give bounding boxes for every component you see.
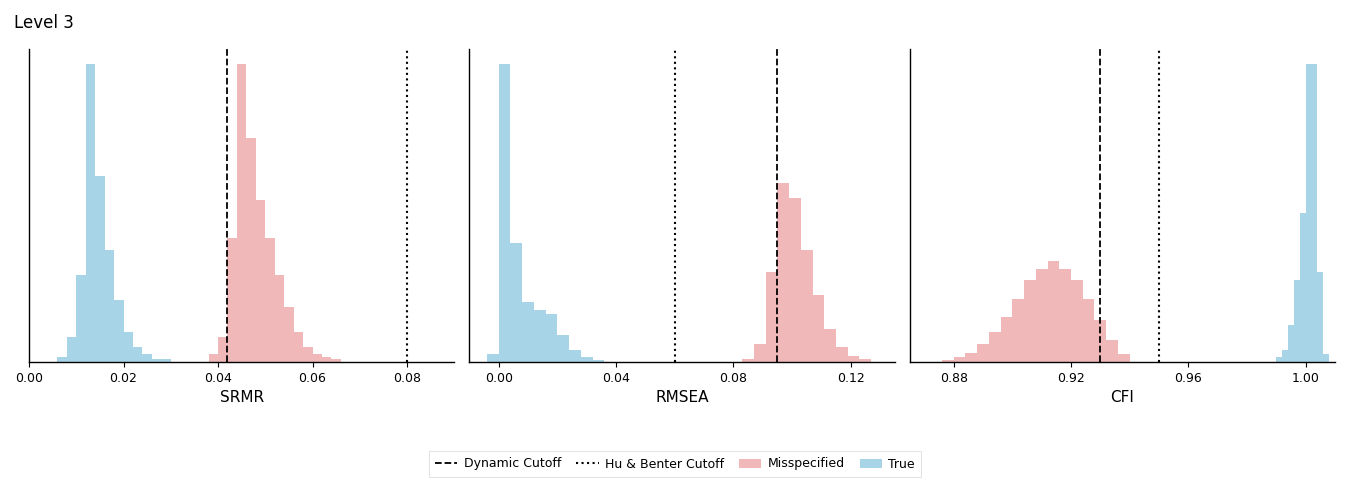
- Bar: [860, 359, 871, 362]
- Bar: [1288, 325, 1300, 362]
- Bar: [1305, 64, 1318, 362]
- Bar: [848, 356, 860, 362]
- Bar: [132, 347, 142, 362]
- Bar: [85, 64, 94, 362]
- Bar: [247, 138, 256, 362]
- Bar: [1025, 280, 1035, 362]
- Bar: [313, 355, 323, 362]
- Bar: [1071, 280, 1083, 362]
- Bar: [1300, 213, 1312, 362]
- Bar: [498, 64, 510, 362]
- Bar: [1012, 299, 1025, 362]
- Bar: [1095, 320, 1106, 362]
- Bar: [238, 64, 247, 362]
- Bar: [76, 275, 85, 362]
- Bar: [570, 350, 580, 362]
- Bar: [1035, 270, 1048, 362]
- Bar: [801, 250, 813, 362]
- Bar: [285, 307, 294, 362]
- Bar: [778, 183, 788, 362]
- X-axis label: CFI: CFI: [1111, 390, 1134, 405]
- Bar: [332, 359, 342, 362]
- Bar: [1318, 355, 1330, 362]
- Bar: [304, 347, 313, 362]
- Bar: [1083, 299, 1095, 362]
- Bar: [942, 360, 953, 362]
- Legend: Dynamic Cutoff, Hu & Benter Cutoff, Misspecified, True: Dynamic Cutoff, Hu & Benter Cutoff, Miss…: [429, 451, 921, 477]
- Bar: [510, 242, 522, 362]
- Bar: [66, 337, 76, 362]
- Bar: [123, 332, 132, 362]
- Bar: [558, 335, 570, 362]
- Bar: [765, 272, 778, 362]
- Bar: [275, 275, 285, 362]
- Bar: [228, 238, 238, 362]
- X-axis label: RMSEA: RMSEA: [655, 390, 709, 405]
- Bar: [545, 314, 558, 362]
- Bar: [151, 359, 162, 362]
- Bar: [1048, 260, 1060, 362]
- Bar: [1060, 270, 1071, 362]
- Bar: [788, 198, 801, 362]
- Bar: [1282, 350, 1293, 362]
- Bar: [219, 337, 228, 362]
- X-axis label: SRMR: SRMR: [220, 390, 263, 405]
- Bar: [825, 329, 836, 362]
- Bar: [1106, 340, 1118, 362]
- Bar: [580, 357, 593, 362]
- Bar: [57, 357, 66, 362]
- Bar: [142, 355, 151, 362]
- Bar: [323, 357, 332, 362]
- Bar: [953, 357, 965, 362]
- Bar: [256, 200, 266, 362]
- Bar: [1293, 280, 1305, 362]
- Bar: [988, 332, 1000, 362]
- Bar: [266, 238, 275, 362]
- Text: Level 3: Level 3: [14, 14, 73, 32]
- Bar: [836, 347, 848, 362]
- Bar: [813, 295, 825, 362]
- Bar: [294, 332, 304, 362]
- Bar: [593, 360, 605, 362]
- Bar: [533, 310, 545, 362]
- Bar: [522, 302, 533, 362]
- Bar: [1118, 355, 1130, 362]
- Bar: [209, 355, 219, 362]
- Bar: [1276, 357, 1288, 362]
- Bar: [95, 175, 104, 362]
- Bar: [753, 344, 765, 362]
- Bar: [487, 355, 498, 362]
- Bar: [162, 359, 171, 362]
- Bar: [1312, 272, 1323, 362]
- Bar: [1000, 317, 1012, 362]
- Bar: [113, 300, 123, 362]
- Bar: [104, 250, 113, 362]
- Bar: [977, 344, 988, 362]
- Bar: [965, 353, 977, 362]
- Bar: [743, 359, 753, 362]
